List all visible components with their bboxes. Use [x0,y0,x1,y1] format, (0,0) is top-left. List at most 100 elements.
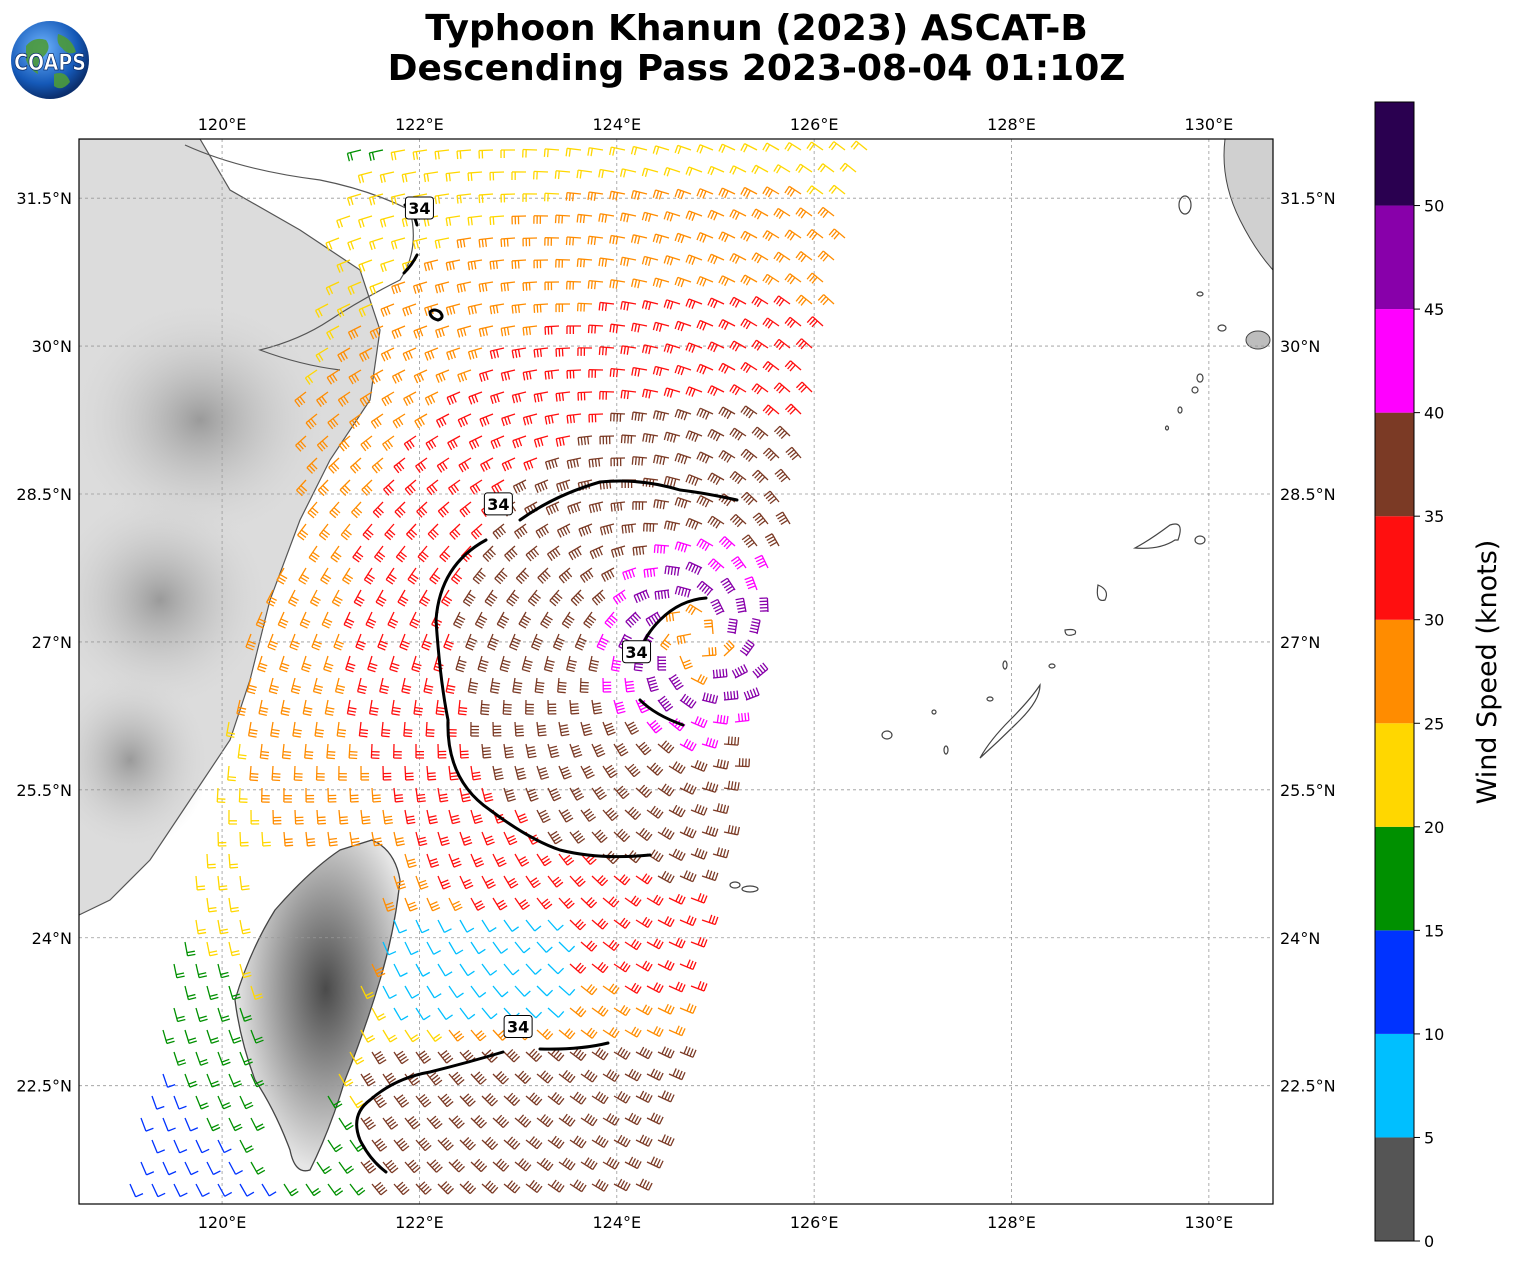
lon-tick-label-top: 126°E [790,115,839,134]
wind-barb [249,765,259,782]
wind-barb [277,611,289,629]
wind-barb [557,677,567,694]
wind-barb [390,149,406,161]
wind-barb [470,941,486,955]
wind-barb [657,1090,675,1103]
wind-barb [744,576,758,591]
wind-barb [570,589,585,607]
contour-label-text: 34 [625,643,647,662]
wind-barb [404,1159,421,1174]
wind-barb [696,451,714,464]
wind-barb [514,1070,532,1084]
wind-barb [544,281,560,291]
wind-barb [437,1093,454,1108]
wind-barb [631,366,648,377]
wind-barb [547,963,565,975]
wind-barb [730,556,747,570]
wind-barb [701,692,719,704]
wind-barb [795,163,813,173]
colorbar-tick-label: 10 [1424,1025,1444,1044]
wind-barb [707,385,725,397]
wind-barb [707,472,725,486]
wind-barb [588,457,604,468]
wind-barb [646,1026,664,1037]
wind-barb [478,325,494,338]
wind-barb [533,347,549,358]
wind-barb [236,699,247,717]
wind-barb [806,185,824,195]
wind-barb [492,1114,510,1129]
wind-barb [707,209,725,221]
wind-barb [591,829,608,844]
wind-barb [352,545,364,563]
wind-barb [481,743,492,759]
wind-barb [407,567,419,585]
wind-barb [685,517,703,530]
wind-barb [602,807,619,822]
wind-barb [327,1139,343,1153]
wind-barb [613,1047,631,1060]
wind-barb [283,1183,299,1197]
wind-barb [426,1072,443,1086]
wind-barb [305,413,318,430]
wind-barb [478,149,494,159]
wind-barb [580,721,593,737]
wind-barb [467,171,483,182]
wind-barb [795,381,813,393]
wind-barb [217,919,229,935]
wind-barb [492,897,508,911]
wind-barb [613,1134,631,1148]
wind-barb [762,317,780,329]
wind-barb [712,714,729,725]
wind-barb [580,1027,598,1039]
wind-barb [718,319,736,330]
wind-barb [569,875,586,887]
wind-barb [360,809,371,825]
colorbar-tick-label: 40 [1424,404,1444,423]
wind-barb [512,677,523,694]
wind-barb [217,1051,231,1066]
wind-barb [426,985,442,999]
wind-barb [382,765,392,781]
wind-barb [759,597,769,613]
wind-barb [828,184,846,195]
wind-barb [393,919,408,934]
wind-barb [184,985,197,1001]
wind-barb [423,171,439,183]
wind-barb [393,831,405,847]
wind-barb [533,215,549,224]
wind-barb [448,765,459,781]
wind-barb [261,831,271,847]
wind-barb [472,567,486,585]
wind-barb [379,215,395,228]
wind-barb [536,897,553,910]
wind-barb [723,824,740,836]
wind-barb [795,294,813,306]
wind-barb [250,1117,265,1132]
wind-barb [489,347,505,360]
lat-tick-label-left: 22.5°N [16,1077,72,1096]
wind-barb [652,233,670,244]
wind-barb [412,281,428,294]
wind-barb [679,959,697,971]
wind-barb [500,281,516,292]
wind-barb [547,743,560,759]
wind-barb [740,143,758,153]
wind-barb [459,743,469,759]
wind-barb [445,215,461,227]
wind-barb [652,410,670,421]
wind-barb [729,165,747,175]
lat-tick-label-right: 31.5°N [1280,189,1336,208]
wind-barb [525,699,534,715]
wind-barb [574,633,587,651]
contour-label: 34 [483,492,513,516]
wind-barb [850,140,868,151]
wind-barb [326,743,336,760]
wind-barb [555,435,571,447]
wind-barb [474,611,488,629]
wind-barb [423,259,439,272]
wind-barb [591,1179,609,1192]
wind-barb [326,369,340,385]
wind-barb [389,655,400,673]
wind-barb [426,897,441,912]
